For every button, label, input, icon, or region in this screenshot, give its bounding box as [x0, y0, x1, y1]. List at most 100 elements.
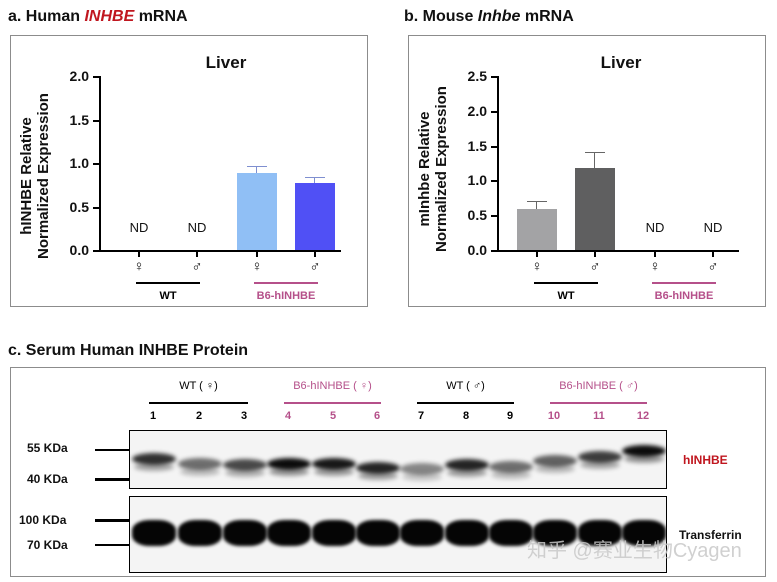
watermark: 知乎 @赛业生物Cyagen — [527, 540, 742, 562]
transferrin-band — [489, 520, 533, 546]
protein-band — [267, 458, 311, 470]
transferrin-band — [400, 520, 444, 546]
x-tick — [196, 250, 198, 257]
panel-b-chart-frame: Liver mInhbe Relative Normalized Express… — [408, 35, 766, 307]
group-label: WT — [159, 290, 177, 302]
nd-label: ND — [129, 220, 149, 235]
transferrin-band — [223, 520, 267, 546]
protein-band-lower — [624, 455, 664, 463]
group-label: B6-hINHBE — [654, 290, 714, 302]
protein-band-lower — [580, 461, 620, 469]
y-tick-label: 0.0 — [467, 242, 487, 258]
western-group-line — [284, 402, 381, 404]
bar — [517, 208, 557, 250]
marker-line — [95, 478, 129, 481]
y-tick-label: 2.0 — [467, 102, 487, 119]
lane-number: 4 — [284, 410, 292, 422]
protein-band-lower — [314, 468, 354, 476]
x-axis — [99, 250, 341, 252]
y-tick-label: 2.0 — [69, 68, 89, 84]
female-symbol: ♀ — [133, 258, 145, 275]
lane-number: 7 — [417, 410, 425, 422]
blot-hinhbe — [129, 430, 667, 489]
transferrin-band — [132, 520, 176, 546]
y-tick-label: 1.0 — [467, 172, 487, 189]
y-tick — [93, 250, 99, 252]
transferrin-band — [178, 520, 222, 546]
western-group-line — [149, 402, 248, 404]
protein-band — [132, 453, 176, 465]
protein-band-lower — [535, 465, 575, 473]
western-group-line — [417, 402, 514, 404]
y-tick — [491, 215, 497, 218]
y-tick-label: 1.5 — [69, 111, 89, 128]
western-group-label: B6-hINHBE ( ♀) — [293, 380, 372, 392]
protein-band-lower — [447, 469, 487, 477]
nd-label: ND — [703, 220, 723, 235]
bar — [295, 183, 335, 250]
panel-a-gene: INHBE — [84, 8, 135, 25]
y-tick-label: 1.5 — [467, 137, 487, 154]
y-tick — [93, 163, 99, 165]
transferrin-band — [445, 520, 489, 546]
male-symbol: ♂ — [589, 258, 601, 275]
lane-number: 6 — [373, 410, 381, 422]
protein-band — [312, 458, 356, 470]
chart-b-ylabel-line1: mInhbe Relative — [416, 111, 433, 227]
error-bar — [256, 165, 257, 174]
error-cap — [585, 151, 605, 153]
group-label: WT — [557, 290, 575, 302]
blot-target-transferrin: Transferrin — [679, 528, 742, 542]
y-tick — [491, 110, 497, 113]
chart-b-plot-area: 2.5 2.0 1.5 1.0 0.5 0.0 ♀ ♂ ♀ ND ♂ ND WT B6-hINHBE — [449, 66, 759, 306]
panel-b-suffix: mRNA — [520, 8, 574, 25]
lane-number: 10 — [547, 410, 561, 422]
western-lane-header: WT ( ♀) 1 2 3 B6-hINHBE ( ♀) 4 5 6 WT ( ♂) 7 8 9 B6-… — [11, 368, 765, 428]
chart-a-ylabel-line1: hINHBE Relative — [18, 117, 35, 235]
y-tick — [491, 145, 497, 148]
transferrin-band — [622, 520, 666, 546]
lane-number: 8 — [462, 410, 470, 422]
protein-band-lower — [134, 463, 174, 471]
marker-55kda: 55 KDa — [27, 441, 68, 455]
protein-band — [356, 462, 400, 474]
marker-40kda: 40 KDa — [27, 472, 68, 486]
x-tick — [314, 250, 316, 257]
lane-number: 11 — [593, 410, 605, 422]
western-group-label: WT ( ♀) — [179, 380, 218, 392]
error-bar — [536, 201, 537, 209]
panel-c-western-frame: WT ( ♀) 1 2 3 B6-hINHBE ( ♀) 4 5 6 WT ( ♂) 7 8 9 B6-… — [10, 367, 766, 577]
panel-b-title: b. Mouse Inhbe mRNA — [404, 8, 574, 26]
panel-b-prefix: b. Mouse — [404, 8, 478, 25]
protein-band-lower — [491, 471, 531, 479]
nd-label: ND — [645, 220, 665, 235]
marker-100kda: 100 KDa — [19, 513, 67, 527]
x-axis — [497, 250, 739, 252]
error-bar — [594, 151, 595, 168]
lane-number: 12 — [636, 410, 650, 422]
protein-band — [578, 451, 622, 463]
error-cap — [305, 176, 325, 178]
y-tick-label: 0.5 — [467, 207, 487, 224]
transferrin-band — [356, 520, 400, 546]
lane-number: 5 — [329, 410, 337, 422]
protein-band — [622, 445, 666, 457]
panel-a-prefix: a. Human — [8, 8, 85, 25]
y-axis — [99, 76, 101, 251]
error-bar — [314, 176, 315, 183]
bar — [237, 173, 277, 250]
panel-a-chart-frame: Liver hINHBE Relative Normalized Express… — [10, 35, 368, 307]
lane-number: 2 — [195, 410, 203, 422]
western-group-line — [550, 402, 647, 404]
western-group-label: B6-hINHBE ( ♂) — [559, 380, 638, 392]
female-symbol: ♀ — [251, 258, 263, 275]
chart-a-title: Liver — [205, 53, 247, 72]
y-tick-label: 0.0 — [69, 242, 89, 258]
male-symbol: ♂ — [309, 258, 321, 275]
protein-band-lower — [358, 472, 398, 480]
y-tick-label: 1.0 — [69, 155, 89, 171]
y-tick — [491, 76, 497, 78]
transferrin-band — [312, 520, 356, 546]
transferrin-band — [578, 520, 622, 546]
protein-band-lower — [269, 468, 309, 476]
